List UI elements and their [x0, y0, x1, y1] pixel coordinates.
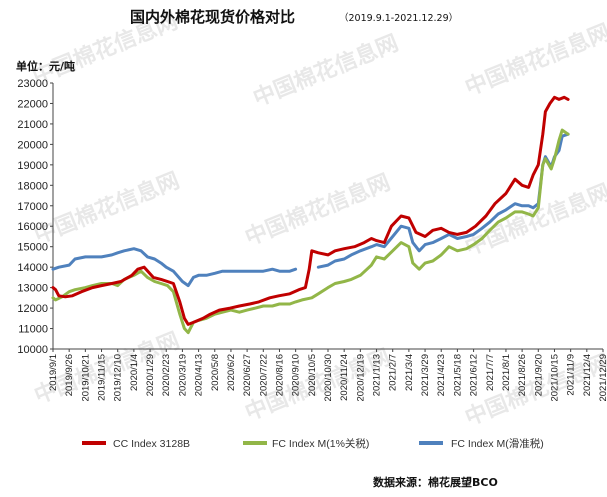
x-tick-label: 2021/9/20 [533, 354, 544, 396]
chart-subtitle: （2019.9.1-2021.12.29） [339, 12, 458, 24]
x-tick-label: 2021/8/26 [517, 354, 528, 396]
x-tick-label: 2020/6/27 [242, 354, 253, 396]
x-tick-label: 2021/11/9 [566, 354, 577, 396]
y-tick-label: 19000 [17, 160, 48, 172]
x-tick-label: 2021/1/13 [372, 354, 383, 396]
x-tick-label: 2020/1/29 [145, 354, 156, 396]
y-tick-label: 17000 [17, 201, 48, 213]
y-tick-label: 18000 [17, 180, 48, 192]
legend: CC Index 3128B FC Index M(1%关税) FC Index… [82, 437, 544, 450]
x-tick-labels: 2019/9/1 2019/9/26 2019/10/21 2019/11/15 201… [48, 349, 607, 402]
y-tick-label: 23000 [17, 78, 48, 90]
x-tick-label: 2021/12/4 [582, 354, 593, 396]
x-tick-label: 2021/6/12 [469, 354, 480, 396]
y-axis-unit: 单位：元/吨 [16, 59, 75, 73]
x-tick-label: 2021/3/4 [404, 354, 415, 391]
chart-title: 国内外棉花现货价格对比 [130, 8, 295, 26]
x-tick-label: 2020/6/2 [226, 354, 237, 391]
x-tick-label: 2019/9/26 [64, 354, 75, 396]
y-tick-label: 20000 [17, 139, 48, 151]
legend-label-cc-index: CC Index 3128B [113, 438, 190, 450]
x-tick-label: 2020/7/22 [258, 354, 269, 396]
y-tick-labels: 10000 11000 12000 13000 14000 15000 16000 17000… [17, 78, 53, 356]
y-tick-label: 12000 [17, 303, 48, 315]
x-tick-label: 2020/11/24 [339, 354, 350, 401]
legend-label-fc-index-sliding: FC Index M(滑准税) [451, 437, 544, 450]
series-line-0 [51, 95, 570, 326]
x-tick-label: 2019/12/10 [113, 354, 124, 402]
series-line-1 [51, 128, 570, 335]
x-tick-label: 2021/4/23 [436, 354, 447, 396]
x-tick-label: 2021/3/29 [420, 354, 431, 396]
x-tick-label: 2020/2/23 [161, 354, 172, 396]
x-tick-label: 2019/9/1 [48, 354, 59, 391]
y-tick-label: 21000 [17, 119, 48, 131]
y-tick-label: 13000 [17, 283, 48, 295]
x-tick-label: 2021/5/18 [452, 354, 463, 396]
x-tick-label: 2021/2/7 [388, 354, 399, 391]
legend-label-fc-index-1pct: FC Index M(1%关税) [272, 437, 369, 450]
x-tick-label: 2020/8/16 [274, 354, 285, 396]
y-tick-label: 16000 [17, 221, 48, 233]
x-tick-label: 2020/10/5 [307, 354, 318, 396]
x-tick-label: 2021/7/7 [485, 354, 496, 391]
x-tick-label: 2019/11/15 [97, 354, 108, 401]
y-tick-label: 11000 [18, 324, 48, 336]
x-tick-label: 2020/1/4 [129, 354, 140, 391]
x-tick-label: 2020/4/13 [194, 354, 205, 396]
y-tick-label: 15000 [17, 242, 48, 254]
y-tick-label: 22000 [17, 98, 48, 110]
y-tick-label: 10000 [17, 344, 48, 356]
x-tick-label: 2021/8/1 [501, 354, 512, 391]
data-source: 数据来源：棉花展望BCO [373, 475, 498, 489]
x-tick-label: 2021/10/15 [549, 354, 560, 402]
x-tick-label: 2021/12/29 [598, 354, 607, 402]
x-tick-label: 2020/3/19 [177, 354, 188, 396]
series-line-2 [51, 247, 298, 288]
x-tick-label: 2020/5/8 [210, 354, 221, 391]
series-lines [51, 95, 570, 335]
x-tick-label: 2020/9/10 [291, 354, 302, 396]
x-tick-label: 2019/10/21 [80, 354, 91, 402]
x-tick-label: 2020/12/19 [355, 354, 366, 402]
y-tick-label: 14000 [17, 262, 48, 274]
x-tick-label: 2020/10/30 [323, 354, 334, 402]
